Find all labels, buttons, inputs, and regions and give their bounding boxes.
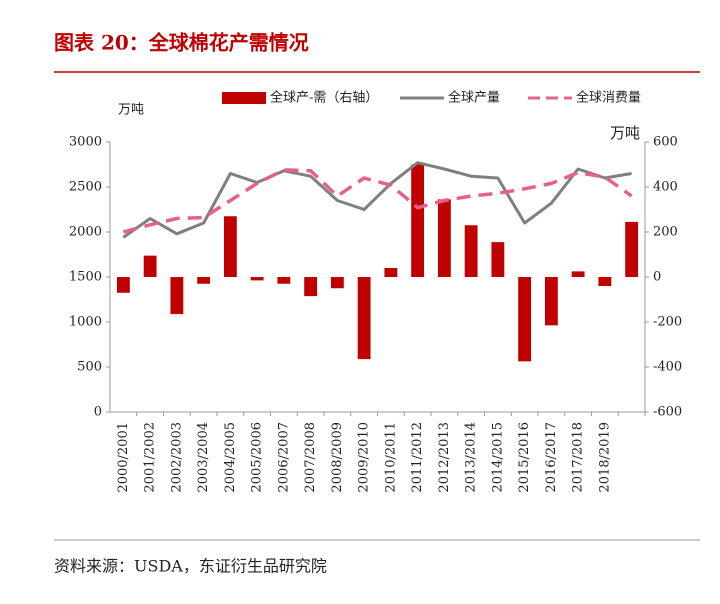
x-tick-label: 2003/2004 (196, 422, 211, 493)
y-tick-label: 2500 (69, 180, 102, 195)
bar (437, 199, 451, 277)
bar (357, 277, 371, 360)
x-tick-label: 2007/2008 (303, 422, 318, 493)
x-tick-label: 2008/2009 (330, 422, 345, 493)
y2-tick-label: 0 (653, 270, 661, 285)
x-tick-label: 2012/2013 (437, 422, 452, 493)
x-tick-label: 2005/2006 (250, 422, 265, 493)
y-tick-label: 1000 (69, 315, 102, 330)
y2-tick-label: 600 (653, 135, 678, 150)
x-tick-label: 2017/2018 (571, 422, 586, 493)
legend-label: 全球消费量 (576, 90, 641, 106)
bar (464, 225, 478, 277)
y-tick-label: 2000 (69, 225, 102, 240)
y-tick-label: 3000 (69, 135, 102, 150)
bar (491, 242, 505, 277)
x-tick-label: 2018/2019 (597, 422, 612, 493)
bar (223, 216, 237, 277)
x-tick-label: 2004/2005 (223, 422, 238, 493)
y2-tick-label: 400 (653, 180, 678, 195)
bar (518, 277, 532, 362)
x-tick-label: 2013/2014 (464, 422, 479, 493)
bar (277, 277, 291, 284)
bar (598, 277, 612, 286)
x-tick-label: 2006/2007 (276, 422, 291, 493)
y2-unit: 万吨 (610, 124, 640, 142)
x-tick-label: 2014/2015 (490, 422, 505, 493)
x-tick-label: 2016/2017 (544, 422, 559, 493)
chart-title: 图表 20：全球棉花产需情况 (54, 31, 309, 55)
y2-tick-label: -400 (653, 360, 682, 375)
bar (384, 268, 398, 277)
line (122, 161, 632, 239)
x-tick-label: 2001/2002 (143, 422, 158, 493)
legend-label: 全球产量 (448, 90, 500, 106)
bar (544, 277, 558, 326)
y2-tick-label: -600 (653, 405, 682, 420)
bar (304, 277, 318, 297)
bar (116, 277, 130, 293)
y-tick-label: 1500 (69, 270, 102, 285)
x-tick-label: 2002/2003 (169, 422, 184, 493)
legend-swatch (222, 92, 266, 104)
bar (197, 277, 211, 284)
y2-tick-label: -200 (653, 315, 682, 330)
x-tick-label: 2011/2012 (410, 422, 425, 493)
x-tick-label: 2000/2001 (116, 422, 131, 493)
bar (411, 164, 425, 277)
x-tick-label: 2010/2011 (383, 422, 398, 493)
bar (571, 271, 585, 277)
x-tick-label: 2015/2016 (517, 422, 532, 493)
source: 资料来源：USDA，东证衍生品研究院 (54, 557, 327, 576)
y-unit: 万吨 (118, 103, 144, 118)
bar (170, 277, 184, 315)
bar (330, 277, 344, 289)
y2-tick-label: 200 (653, 225, 678, 240)
y-tick-label: 500 (77, 360, 102, 375)
legend-label: 全球产-需（右轴） (270, 90, 378, 106)
line (122, 168, 633, 234)
x-tick-label: 2009/2010 (357, 422, 372, 493)
y-tick-label: 0 (94, 405, 102, 420)
bar (143, 255, 157, 277)
bar (625, 221, 639, 277)
bar (250, 277, 264, 281)
